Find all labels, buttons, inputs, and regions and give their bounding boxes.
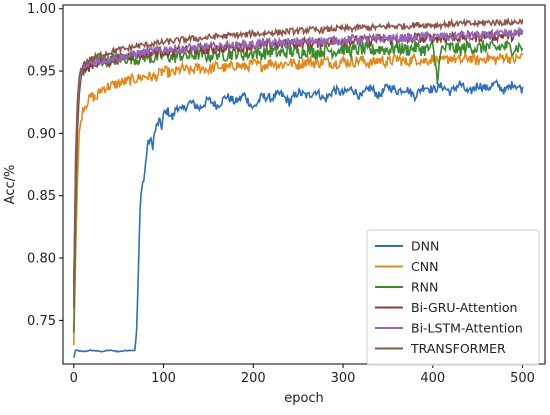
- legend-label: Bi-GRU-Attention: [411, 300, 517, 315]
- legend-label: Bi-LSTM-Attention: [411, 321, 523, 336]
- y-axis-ticks: 0.75 0.80 0.85 0.90 0.95 1.00: [27, 2, 63, 329]
- y-tick-label: 0.95: [27, 65, 56, 80]
- legend-label: DNN: [411, 239, 439, 254]
- y-tick-label: 0.90: [27, 127, 56, 142]
- series-line-cnn: [72, 51, 524, 346]
- y-tick-label: 1.00: [27, 2, 56, 17]
- legend-label: TRANSFORMER: [410, 341, 506, 356]
- y-tick-label: 0.85: [27, 189, 56, 204]
- x-tick-label: 400: [420, 371, 445, 386]
- legend-label: RNN: [411, 280, 438, 295]
- legend-label: CNN: [411, 259, 438, 274]
- x-axis-ticks: 0 100 200 300 400 500: [70, 364, 535, 386]
- series-line-transformer: [72, 16, 524, 308]
- plot-frame: [62, 4, 546, 365]
- series-line-dnn: [72, 78, 524, 358]
- x-tick-label: 200: [241, 371, 266, 386]
- x-axis-label: epoch: [284, 391, 324, 406]
- x-tick-label: 100: [151, 371, 176, 386]
- y-tick-label: 0.75: [27, 314, 56, 329]
- y-tick-label: 0.80: [27, 252, 56, 267]
- legend: DNN CNN RNN Bi-GRU-Attention Bi-LSTM-Attenti…: [366, 229, 540, 366]
- legend-box: [366, 229, 540, 366]
- y-axis-label: Acc/%: [3, 165, 18, 205]
- series-line-bi-lstm-attention: [72, 26, 524, 296]
- x-tick-label: 500: [510, 371, 535, 386]
- x-tick-label: 0: [70, 371, 78, 386]
- x-tick-label: 300: [331, 371, 356, 386]
- plot-lines: [72, 16, 524, 358]
